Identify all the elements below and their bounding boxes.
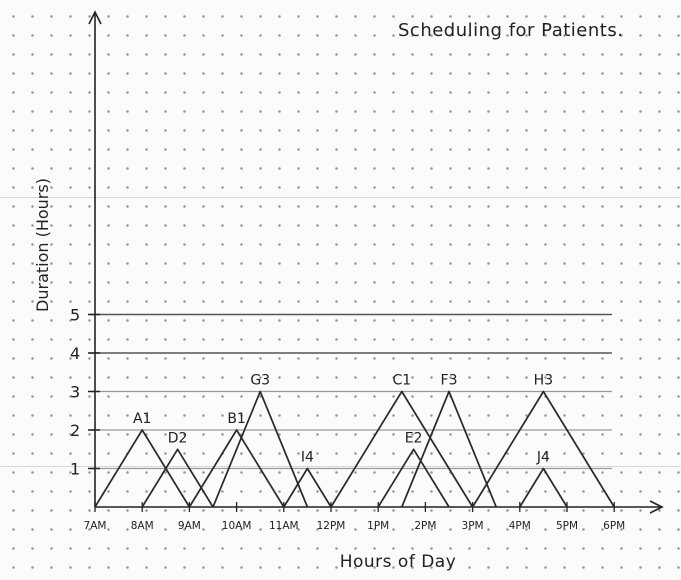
x-tick-label-5PM: 5PM bbox=[556, 520, 578, 532]
y-tick-label-3: 3 bbox=[70, 383, 80, 402]
y-tick-label-1: 1 bbox=[70, 460, 80, 479]
series-label-H3: H3 bbox=[534, 373, 553, 389]
x-axis-arrow bbox=[649, 500, 664, 514]
x-tick-label-2PM: 2PM bbox=[414, 520, 436, 532]
x-tick-label-10AM: 10AM bbox=[222, 520, 252, 532]
series-line-C1 bbox=[330, 390, 474, 508]
x-tick-label-12PM: 12PM bbox=[317, 520, 346, 532]
chart-title: Scheduling for Patients. bbox=[398, 20, 624, 41]
paper-fold-line bbox=[0, 466, 681, 467]
x-tick-label-4PM: 4PM bbox=[509, 520, 531, 532]
x-tick-label-11AM: 11AM bbox=[269, 520, 299, 532]
series-label-D2: D2 bbox=[168, 430, 188, 446]
series-line-F3 bbox=[401, 390, 497, 508]
series-line-B1 bbox=[188, 429, 285, 508]
paper-fold-line bbox=[0, 197, 681, 198]
series-line-H3 bbox=[471, 390, 615, 508]
series-label-E2: E2 bbox=[405, 430, 423, 446]
y-axis-title: Duration (Hours) bbox=[33, 178, 52, 312]
x-tick-label-6PM: 6PM bbox=[603, 520, 625, 532]
x-tick-label-1PM: 1PM bbox=[367, 520, 389, 532]
series-label-A1: A1 bbox=[133, 411, 151, 427]
series-label-F3: F3 bbox=[441, 373, 458, 389]
x-tick-label-8AM: 8AM bbox=[131, 520, 154, 532]
y-tick-label-4: 4 bbox=[70, 344, 80, 363]
x-tick-label-3PM: 3PM bbox=[462, 520, 484, 532]
x-axis-title: Hours of Day bbox=[340, 552, 457, 572]
series-line-I4 bbox=[283, 467, 332, 508]
series-label-G3: G3 bbox=[250, 373, 270, 389]
series-line-D2 bbox=[141, 448, 214, 508]
series-line-G3 bbox=[212, 390, 309, 508]
x-tick-label-7AM: 7AM bbox=[84, 520, 107, 532]
series-line-E2 bbox=[377, 448, 450, 508]
y-axis-arrow bbox=[88, 10, 102, 25]
series-label-B1: B1 bbox=[227, 411, 246, 427]
y-tick-label-5: 5 bbox=[70, 306, 80, 325]
series-label-J4: J4 bbox=[536, 450, 550, 466]
y-tick-label-2: 2 bbox=[70, 421, 80, 440]
series-label-I4: I4 bbox=[301, 450, 314, 466]
x-tick-label-9AM: 9AM bbox=[178, 520, 201, 532]
series-label-C1: C1 bbox=[392, 373, 411, 389]
series-line-A1 bbox=[94, 429, 191, 508]
series-line-J4 bbox=[519, 467, 568, 508]
